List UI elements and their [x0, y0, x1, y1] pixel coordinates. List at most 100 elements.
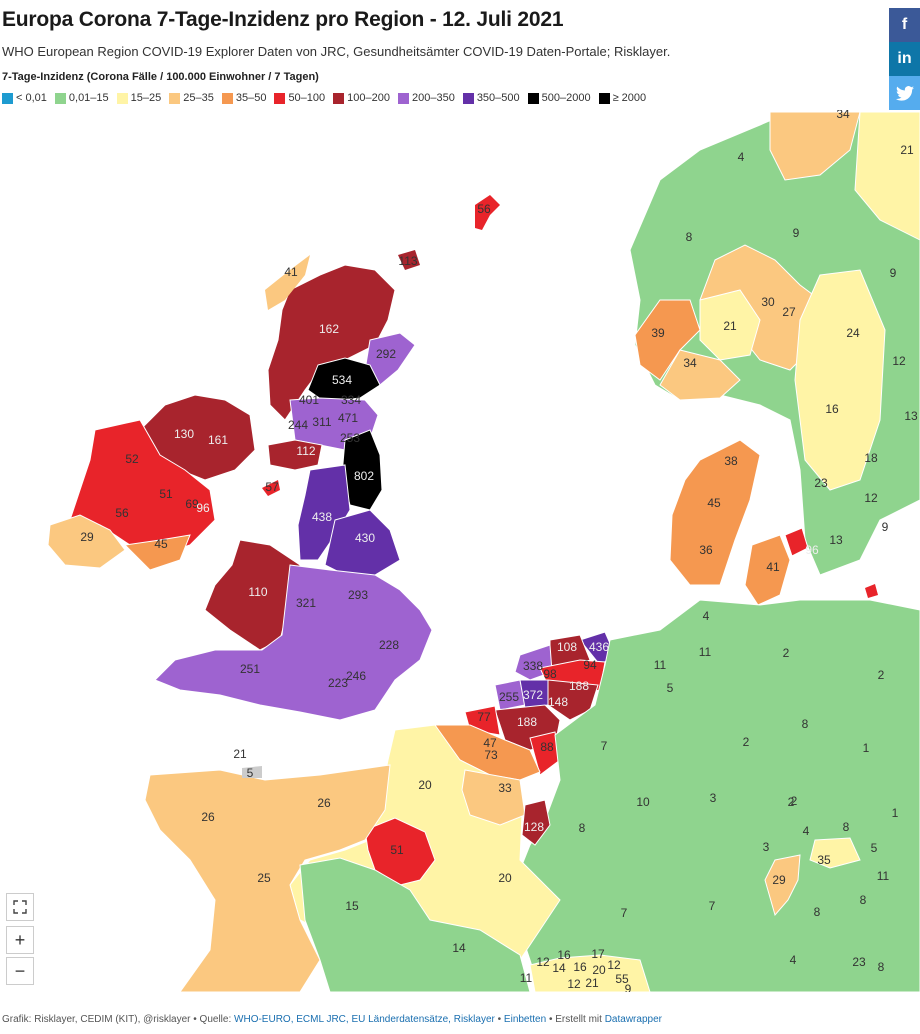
region-value-label: 21	[233, 747, 247, 761]
legend-label: < 0,01	[16, 92, 47, 104]
region-shape[interactable]	[307, 357, 381, 403]
legend-swatch	[274, 92, 286, 104]
facebook-share-button[interactable]: f	[889, 8, 920, 42]
datawrapper-link[interactable]: Datawrapper	[604, 1014, 662, 1025]
legend-label: 35–50	[235, 92, 267, 104]
legend-item: 200–350	[397, 92, 455, 104]
region-value-label: 438	[312, 510, 332, 524]
legend-label: 25–35	[183, 92, 214, 104]
region-shape[interactable]	[461, 769, 526, 826]
region-value-label: 110	[248, 585, 267, 599]
region-shape[interactable]	[475, 195, 500, 230]
region-value-label: 112	[296, 444, 315, 458]
region-value-label: 47	[483, 736, 497, 750]
region-shape[interactable]	[297, 464, 351, 561]
region-value-label: 17	[591, 947, 605, 961]
region-shape[interactable]	[529, 954, 651, 992]
region-value-label: 56	[115, 506, 129, 520]
region-shape[interactable]	[854, 111, 920, 241]
plus-icon: +	[14, 929, 26, 950]
region-value-label: 5	[247, 766, 254, 780]
region-value-label: 14	[452, 941, 466, 955]
region-value-label: 41	[284, 265, 298, 279]
region-value-label: 45	[707, 496, 721, 510]
region-shape[interactable]	[764, 854, 801, 917]
footer-credits: Grafik: Risklayer, CEDIM (KIT), @risklay…	[2, 1014, 662, 1025]
region-value-label: 20	[592, 963, 606, 977]
region-shape[interactable]	[262, 480, 280, 496]
region-value-label: 244	[288, 418, 308, 432]
legend-swatch	[116, 92, 128, 104]
legend-label: 100–200	[347, 92, 390, 104]
region-value-label: 4	[790, 953, 797, 967]
region-shape[interactable]	[784, 527, 809, 557]
region-value-label: 8	[579, 821, 586, 835]
region-value-label: 77	[477, 710, 491, 724]
region-shape[interactable]	[794, 269, 886, 491]
region-value-label: 56	[477, 202, 491, 216]
region-value-label: 29	[772, 873, 786, 887]
region-value-label: 2	[791, 794, 798, 808]
source-link[interactable]: WHO-EURO, ECML JRC, EU Länderdatensätze,…	[234, 1014, 495, 1025]
region-value-label: 51	[159, 487, 173, 501]
region-shape[interactable]	[865, 584, 878, 598]
region-shape[interactable]	[267, 439, 323, 471]
legend-label: 500–2000	[541, 92, 591, 104]
region-shape[interactable]	[398, 250, 420, 270]
fit-map-button[interactable]	[6, 893, 34, 921]
zoom-out-button[interactable]: −	[6, 957, 34, 985]
embed-link[interactable]: Einbetten	[503, 1014, 547, 1025]
footer-prefix: Grafik: Risklayer, CEDIM (KIT), @risklay…	[2, 1014, 235, 1025]
region-shape[interactable]	[659, 349, 741, 401]
choropleth-map[interactable]: 34 21 4 8 9 9 56 113 41 162 30 27 39 21 24 34 12 292 534 40…	[0, 110, 920, 992]
minus-icon: −	[14, 960, 26, 981]
legend-swatch	[397, 92, 409, 104]
region-value-label: 21	[723, 319, 737, 333]
region-shape[interactable]	[809, 837, 861, 869]
region-value-label: 27	[782, 305, 796, 319]
region-shape[interactable]	[699, 289, 761, 361]
region-shape[interactable]	[744, 534, 791, 606]
zoom-in-button[interactable]: +	[6, 926, 34, 954]
region-shape[interactable]	[242, 766, 262, 778]
legend-swatch	[462, 92, 474, 104]
region-shape[interactable]	[634, 299, 701, 381]
region-value-label: 98	[543, 667, 557, 681]
region-value-label: 7	[709, 899, 716, 913]
legend-item: 25–35	[169, 92, 214, 104]
region-shape[interactable]	[154, 564, 433, 721]
region-value-label: 73	[484, 748, 498, 762]
region-shape[interactable]	[123, 534, 191, 571]
legend-swatch	[333, 92, 345, 104]
legend-label: 200–350	[411, 92, 455, 104]
region-value-label: 23	[814, 476, 828, 490]
region-value-label: 9	[882, 520, 889, 534]
region-value-label: 10	[636, 795, 650, 809]
region-value-label: 113	[398, 254, 417, 268]
region-shape[interactable]	[364, 817, 436, 886]
region-shape[interactable]	[144, 764, 391, 992]
region-shape[interactable]	[47, 514, 126, 569]
region-shape[interactable]	[521, 799, 551, 846]
region-shape[interactable]	[547, 679, 599, 721]
legend-item: 15–25	[116, 92, 161, 104]
region-value-label: 36	[699, 543, 713, 557]
region-value-label: 96	[805, 543, 819, 557]
region-shape[interactable]	[669, 439, 761, 586]
region-value-label: 35	[817, 853, 831, 867]
region-value-label: 161	[208, 433, 228, 447]
region-value-label: 1	[863, 741, 870, 755]
region-value-label: 251	[240, 662, 260, 676]
region-value-label: 148	[548, 695, 568, 709]
region-value-label: 2	[878, 668, 885, 682]
linkedin-share-button[interactable]: in	[889, 42, 920, 76]
legend-item: 350–500	[462, 92, 520, 104]
region-shape[interactable]	[299, 857, 531, 992]
region-shape[interactable]	[324, 509, 401, 576]
legend-swatch	[527, 92, 539, 104]
twitter-share-button[interactable]	[889, 76, 920, 110]
region-shape[interactable]	[265, 255, 310, 310]
region-value-label: 8	[802, 717, 809, 731]
legend-label: 350–500	[476, 92, 520, 104]
